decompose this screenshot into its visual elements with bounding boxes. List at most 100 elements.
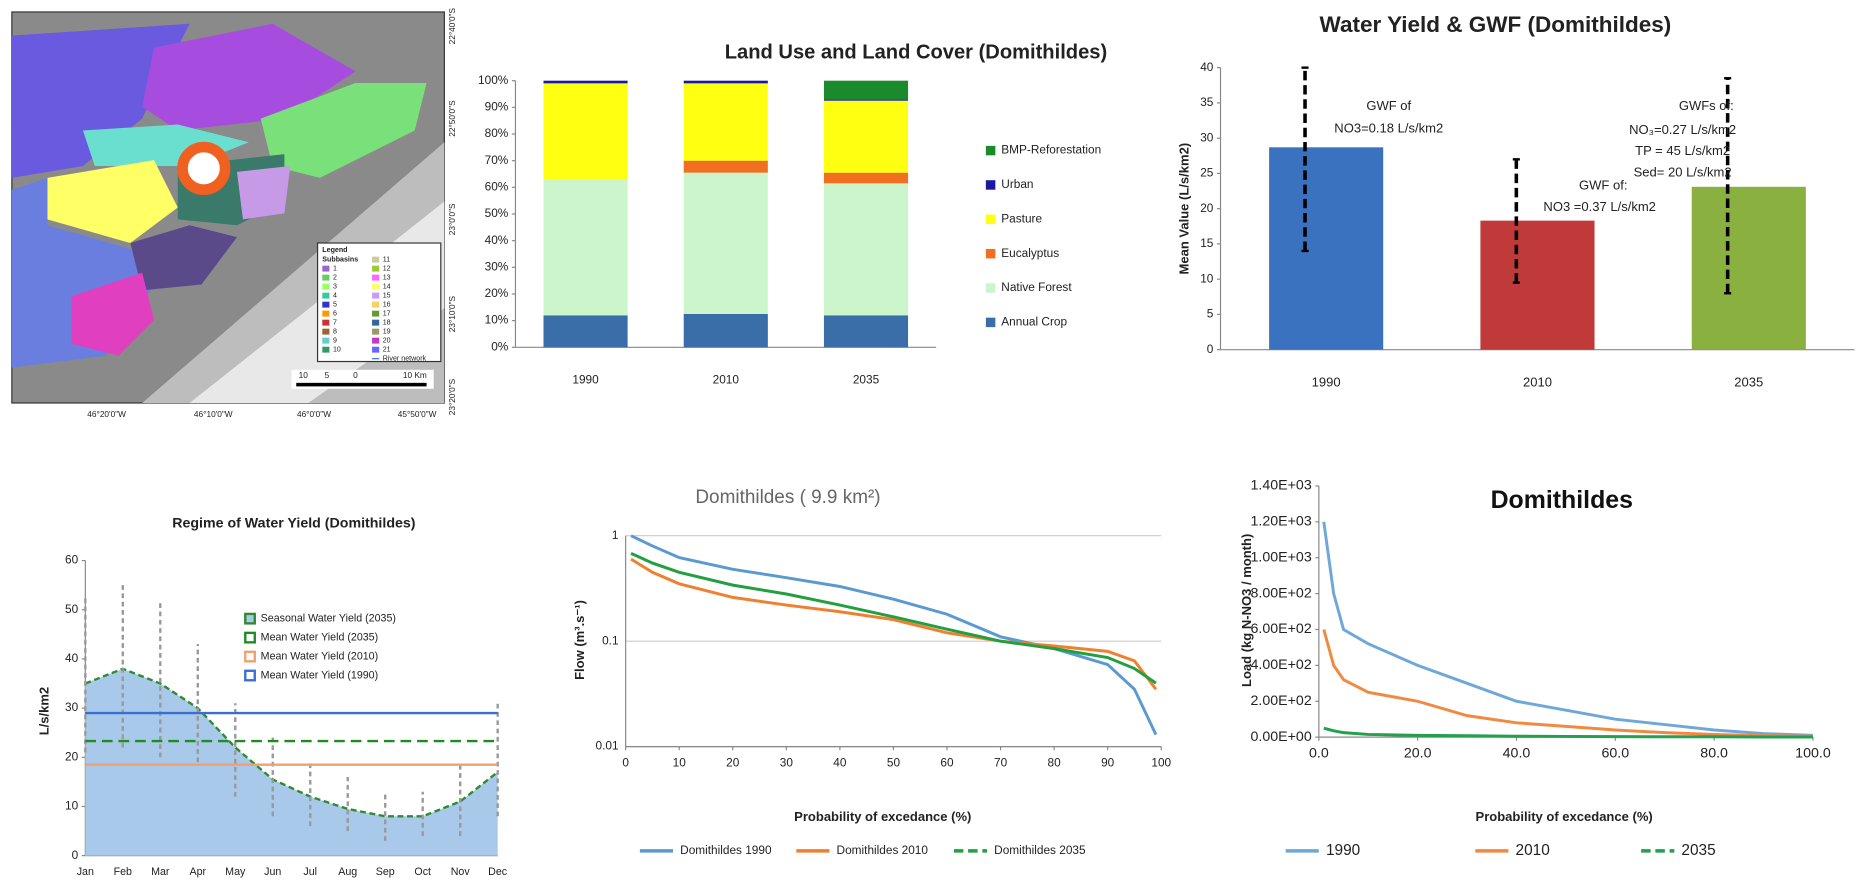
legend-label: Pasture (1001, 211, 1042, 225)
y-tick-label: 70% (485, 153, 509, 167)
y-tick-label: 0 (72, 848, 79, 862)
x-tick-label: Jul (303, 866, 317, 878)
x-tick-label: Aug (338, 866, 357, 878)
y-tick-label: 40 (1200, 60, 1214, 74)
legend-swatch (322, 320, 329, 326)
outlet-marker (182, 147, 225, 190)
dashboard: 46°20'0"W46°10'0"W46°0'0"W45°50'0"W22°40… (0, 0, 1858, 883)
bar-segment (824, 315, 908, 347)
scale-label: 5 (325, 370, 330, 380)
legend-subtitle: Subbasins (322, 255, 358, 263)
chart-title: Domithildes (1491, 486, 1633, 514)
x-tick-label: 60.0 (1601, 745, 1629, 761)
y-tick-label: 60% (485, 179, 509, 193)
bar (1269, 147, 1383, 349)
bar-segment (543, 315, 627, 347)
scale-label: 0 (353, 370, 358, 380)
legend-label: 13 (383, 273, 391, 281)
scale-label: 10 Km (403, 370, 427, 380)
legend-label: Mean Water Yield (1990) (261, 669, 378, 681)
bar-segment (684, 83, 768, 160)
x-tick-label: 2010 (1523, 374, 1552, 389)
lat-label: 23°20'0"S (447, 378, 457, 415)
scale-bar (296, 383, 426, 387)
x-tick-label: 10 (673, 755, 687, 769)
bar-segment (684, 161, 768, 173)
x-tick-label: 100 (1151, 755, 1171, 769)
lon-label: 46°20'0"W (87, 409, 126, 419)
legend-swatch (372, 311, 379, 317)
legend-label: BMP-Reforestation (1001, 143, 1101, 157)
y-tick-label: 0.01 (596, 739, 619, 753)
bar-segment (543, 83, 627, 179)
x-tick-label: 2035 (1734, 374, 1763, 389)
x-tick-label: 0 (622, 755, 629, 769)
legend-swatch (245, 633, 254, 642)
bar (1480, 221, 1594, 350)
y-tick-label: 30% (485, 259, 509, 273)
legend-swatch (372, 257, 379, 263)
annotation: NO₃=0.27 L/s/km2 (1629, 122, 1736, 137)
bar-segment (824, 101, 908, 173)
chart-title: Regime of Water Yield (Domithildes) (172, 516, 416, 532)
x-tick-label: 80.0 (1700, 745, 1728, 761)
y-axis-label: Flow (m³.s⁻¹) (572, 600, 587, 680)
y-tick-label: 5 (1207, 307, 1214, 321)
legend-label: Mean Water Yield (2010) (261, 650, 378, 662)
legend-swatch (986, 146, 995, 155)
legend-label: 4 (333, 292, 337, 300)
legend-label: Eucalyptus (1001, 246, 1059, 260)
legend-swatch (372, 266, 379, 272)
x-tick-label: 2035 (853, 373, 880, 387)
y-tick-label: 2.00E+02 (1251, 693, 1312, 709)
legend-swatch (986, 318, 995, 327)
line (631, 536, 1156, 735)
legend-label: Domithildes 2035 (994, 843, 1086, 857)
legend-swatch (322, 338, 329, 344)
bar-segment (684, 81, 768, 84)
y-tick-label: 0.00E+00 (1251, 729, 1312, 745)
legend-label: Native Forest (1001, 280, 1072, 294)
y-axis-label: L/s/km2 (36, 687, 51, 735)
legend-swatch (372, 347, 379, 353)
y-tick-label: 25 (1200, 166, 1214, 180)
x-tick-label: 40.0 (1503, 745, 1531, 761)
lon-label: 46°10'0"W (194, 409, 233, 419)
legend-swatch (322, 266, 329, 272)
y-tick-label: 40 (65, 651, 79, 665)
legend-label: 21 (383, 346, 391, 354)
y-tick-label: 20 (1200, 201, 1214, 215)
y-tick-label: 0 (1207, 342, 1214, 356)
y-tick-label: 20 (65, 749, 79, 763)
lat-label: 22°50'0"S (447, 100, 457, 137)
lon-label: 45°50'0"W (398, 409, 437, 419)
y-tick-label: 100% (478, 73, 509, 87)
chart-title: Domithildes ( 9.9 km²) (695, 487, 880, 508)
legend-swatch (245, 671, 254, 680)
line (1324, 522, 1813, 736)
x-tick-label: 2010 (713, 373, 740, 387)
legend-label: 14 (383, 283, 391, 291)
bar-segment (824, 81, 908, 100)
legend-label: 2 (333, 273, 337, 281)
legend-label: Mean Water Yield (2035) (261, 631, 378, 643)
legend-label: Urban (1001, 177, 1033, 191)
bar-segment (824, 183, 908, 315)
legend-label: 15 (383, 292, 391, 300)
legend-label: 3 (333, 283, 337, 291)
scale-label: 10 (299, 370, 309, 380)
bar-segment (824, 173, 908, 184)
y-tick-label: 1.00E+03 (1251, 549, 1312, 565)
legend-label: 6 (333, 310, 337, 318)
legend-label: 12 (383, 264, 391, 272)
x-tick-label: Oct (414, 866, 431, 878)
annotation: GWF of: (1579, 178, 1627, 193)
legend-swatch (322, 347, 329, 353)
legend-label: Domithildes 2010 (837, 843, 929, 857)
y-tick-label: 35 (1200, 95, 1214, 109)
bar-segment (684, 173, 768, 314)
y-axis-label: Mean Value (L/s/km2) (1176, 143, 1191, 275)
y-tick-label: 1.40E+03 (1251, 478, 1312, 494)
x-tick-label: 30 (780, 755, 794, 769)
legend-label: 5 (333, 301, 337, 309)
